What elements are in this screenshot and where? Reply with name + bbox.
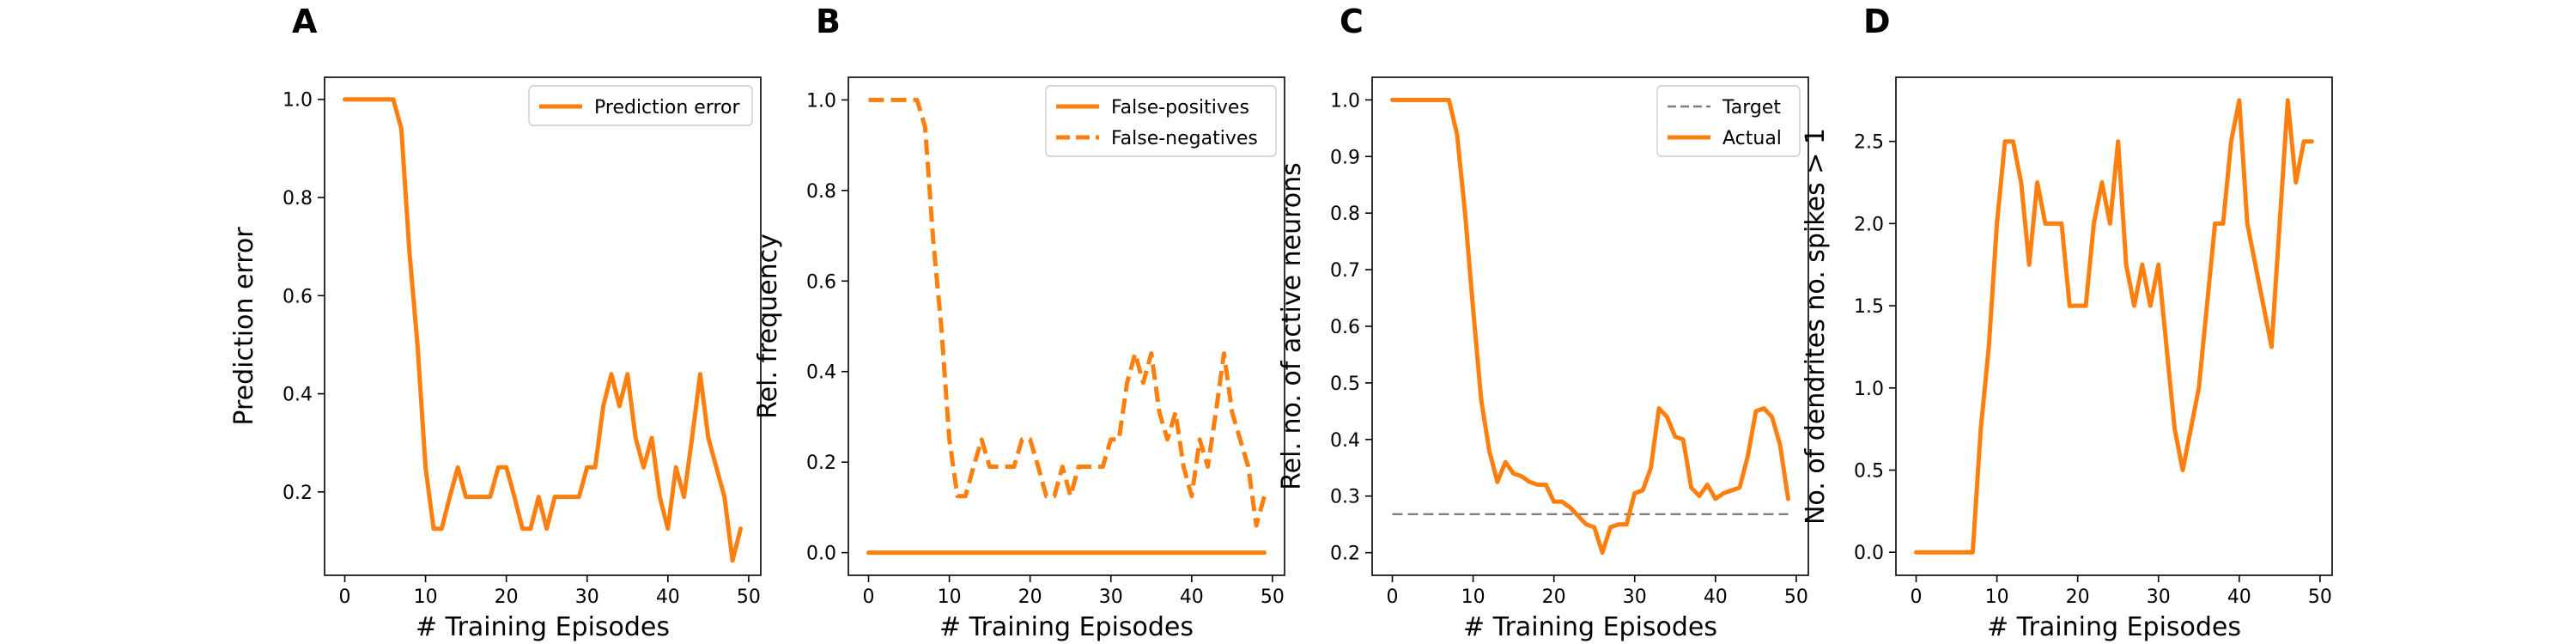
y-tick-label: 0.4 (806, 362, 836, 384)
y-tick-label: 1.0 (806, 90, 836, 112)
y-tick-label: 0.3 (1330, 487, 1360, 508)
y-tick-label: 0.2 (1330, 544, 1360, 565)
legend: False-positives False-negatives (1045, 85, 1277, 157)
y-tick-label: 0.4 (1330, 430, 1360, 452)
y-tick-label: 0.2 (283, 483, 313, 504)
panel-letter: D (1863, 3, 1891, 40)
x-tick-label: 20 (2066, 586, 2090, 608)
y-axis-label: Prediction error (229, 227, 259, 426)
x-axis-label: # Training Episodes (1987, 612, 2241, 642)
y-tick-label: 0.6 (1330, 317, 1360, 338)
x-tick-label: 50 (1784, 586, 1808, 608)
legend-entry: False-negatives (1111, 128, 1258, 149)
legend-entry: Target (1722, 97, 1781, 118)
y-tick-label: 0.6 (806, 271, 836, 293)
y-tick-label: 1.5 (1854, 296, 1884, 318)
x-axis-label: # Training Episodes (939, 612, 1194, 642)
y-tick-label: 0.2 (806, 453, 836, 474)
x-tick-label: 20 (495, 586, 519, 608)
series-line-1 (1390, 97, 1790, 556)
y-tick-label: 2.5 (1854, 132, 1884, 154)
x-tick-label: 0 (1911, 586, 1923, 608)
legend-frame (528, 85, 753, 126)
x-tick-label: 40 (656, 586, 680, 608)
x-tick-label: 50 (2308, 586, 2332, 608)
panel-D: D 0 10 20 30 40 50 0.0 0.5 1.0 1.5 2.0 2.5 # Training… (1801, 3, 2333, 642)
legend: Prediction error (528, 85, 753, 126)
x-tick-label: 10 (1985, 586, 2009, 608)
series-line-0 (343, 97, 743, 563)
y-tick-label: 0.8 (1330, 204, 1360, 225)
panel-C: C 0 10 20 30 40 50 0.2 0.3 0.4 0.5 0.6 0.7 0.8 0.9 1.0 #… (1277, 3, 1809, 642)
x-tick-label: 0 (339, 586, 351, 608)
y-tick-label: 0.5 (1330, 374, 1360, 395)
y-tick-label: 0.7 (1330, 260, 1360, 282)
y-axis-label: Rel. no. of active neurons (1277, 162, 1307, 490)
y-axis-label: No. of dendrites no. spikes > 1 (1801, 128, 1831, 525)
y-tick-label: 2.0 (1854, 214, 1884, 235)
y-tick-label: 1.0 (1854, 379, 1884, 400)
x-tick-label: 10 (1461, 586, 1485, 608)
legend-frame (1045, 85, 1277, 157)
axes-frame (324, 76, 762, 576)
x-tick-label: 20 (1018, 586, 1042, 608)
panel-B: B 0 10 20 30 40 50 0.0 0.2 0.4 0.6 0.8 1.0 # Training… (753, 3, 1285, 642)
x-tick-label: 40 (1704, 586, 1728, 608)
series-line-0 (1914, 98, 2314, 555)
panel-letter: B (816, 3, 841, 40)
legend-entry: Actual (1722, 128, 1782, 149)
y-axis-label: Rel. frequency (753, 234, 783, 419)
y-tick-label: 1.0 (283, 90, 313, 112)
panel-A: A 0 10 20 30 40 50 0.2 0.4 0.6 0.8 1.0 # Training Ep… (229, 3, 762, 642)
axes-frame (1895, 76, 2333, 576)
x-tick-label: 30 (2147, 586, 2171, 608)
y-tick-label: 0.5 (1854, 460, 1884, 482)
y-tick-label: 1.0 (1330, 90, 1360, 112)
x-axis-label: # Training Episodes (1463, 612, 1717, 642)
y-tick-label: 0.8 (283, 188, 313, 210)
x-tick-label: 0 (863, 586, 875, 608)
legend-entry: False-positives (1111, 97, 1249, 118)
x-tick-label: 30 (1623, 586, 1647, 608)
x-axis-label: # Training Episodes (416, 612, 670, 642)
x-tick-label: 30 (575, 586, 599, 608)
y-tick-label: 0.9 (1330, 147, 1360, 168)
y-tick-label: 0.6 (283, 286, 313, 307)
series-line-1 (868, 97, 1267, 528)
x-tick-label: 30 (1099, 586, 1123, 608)
y-tick-label: 0.0 (806, 544, 836, 565)
x-tick-label: 0 (1387, 586, 1399, 608)
y-tick-label: 0.0 (1854, 543, 1884, 564)
panel-letter: A (292, 3, 318, 40)
x-tick-label: 40 (1180, 586, 1204, 608)
x-tick-label: 10 (414, 586, 438, 608)
y-tick-label: 0.4 (283, 385, 313, 406)
x-tick-label: 50 (1261, 586, 1285, 608)
legend-entry: Prediction error (594, 97, 740, 118)
legend: Target Actual (1656, 85, 1801, 157)
panel-letter: C (1340, 3, 1364, 40)
x-tick-label: 10 (938, 586, 962, 608)
x-tick-label: 40 (2227, 586, 2251, 608)
y-tick-label: 0.8 (806, 181, 836, 203)
axes-frame (848, 76, 1285, 576)
x-tick-label: 50 (737, 586, 761, 608)
x-tick-label: 20 (1542, 586, 1566, 608)
